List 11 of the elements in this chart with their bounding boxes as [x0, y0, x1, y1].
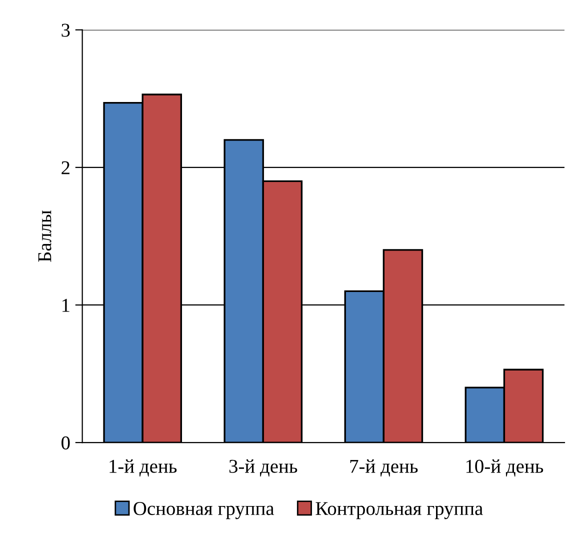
y-tick-label: 1 — [62, 298, 70, 312]
x-tick-label: 1-й день — [110, 459, 177, 476]
legend-label: Основная группа — [134, 502, 274, 520]
y-axis-title: Баллы — [38, 210, 52, 262]
y-tick-label: 3 — [62, 24, 70, 37]
x-tick-label: 10-й день — [466, 459, 544, 476]
y-tick-label: 2 — [62, 161, 70, 174]
x-tick-label: 7-й день — [350, 459, 418, 476]
legend-label: Контрольная группа — [316, 502, 483, 520]
x-tick-label: 3-й день — [229, 459, 298, 476]
y-tick-label: 0 — [62, 436, 70, 450]
